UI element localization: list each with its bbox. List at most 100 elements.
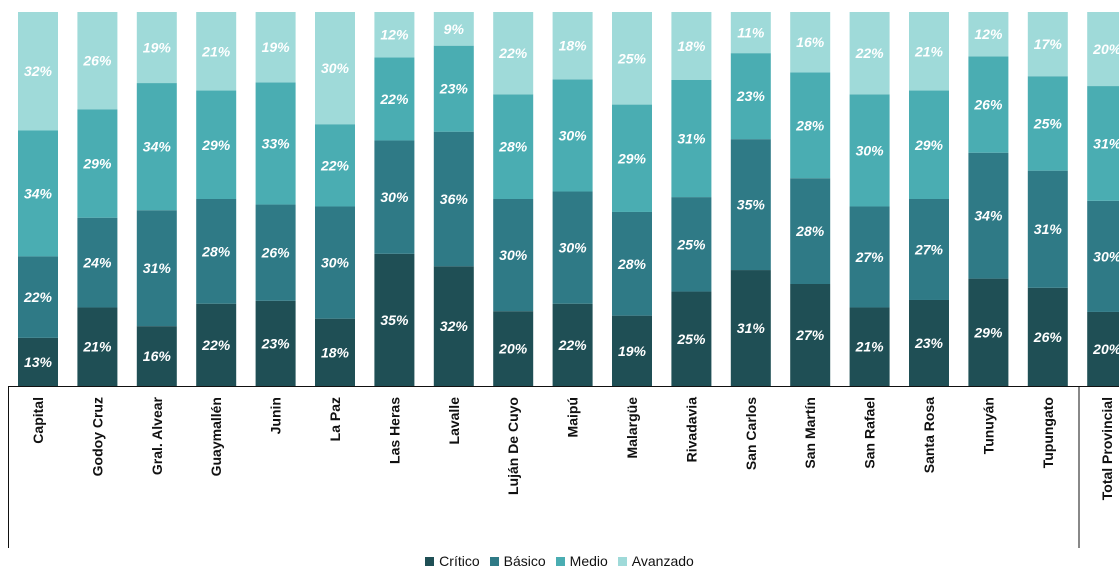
bar-guaymallen-medio <box>196 90 237 199</box>
bar-tupungato-medio <box>1027 76 1068 171</box>
value-label-maipu-medio: 30% <box>559 127 588 143</box>
value-label-san-rafael-critico: 21% <box>855 339 885 355</box>
bar-las-heras-medio <box>374 57 415 141</box>
bar-lujan-de-cuyo-avanzado <box>493 12 534 95</box>
bar-capital-avanzado <box>18 12 58 131</box>
value-label-rivadavia-basico: 25% <box>676 236 706 252</box>
value-label-lavalle-basico: 36% <box>440 191 469 207</box>
bar-la-paz-critico <box>315 318 355 386</box>
bar-rivadavia-avanzado <box>671 12 712 80</box>
category-label-tupungato: Tupungato <box>1040 397 1056 468</box>
bar-malargue-critico <box>612 315 652 386</box>
value-label-junin-critico: 23% <box>261 335 291 351</box>
bar-total-provincial-basico <box>1087 200 1119 312</box>
bar-capital-medio <box>18 130 58 257</box>
value-label-san-rafael-basico: 27% <box>855 249 885 265</box>
bar-lujan-de-cuyo-basico <box>493 199 534 312</box>
bar-godoy-cruz-critico <box>77 307 118 386</box>
value-label-malargue-critico: 19% <box>618 343 647 359</box>
bar-malargue-basico <box>612 211 652 316</box>
bar-san-rafael-avanzado <box>849 12 890 95</box>
category-label-maipu: Maipú <box>565 397 581 437</box>
bar-las-heras-basico <box>374 140 415 254</box>
value-label-total-provincial-medio: 31% <box>1093 135 1119 151</box>
legend-swatch-critico <box>425 556 435 566</box>
value-label-la-paz-medio: 22% <box>320 157 350 173</box>
value-label-tupungato-critico: 26% <box>1033 329 1063 345</box>
bar-total-provincial-avanzado <box>1087 12 1119 87</box>
value-label-la-paz-critico: 18% <box>321 344 350 360</box>
value-label-las-heras-avanzado: 12% <box>380 27 409 43</box>
legend: Crítico Básico Medio Avanzado <box>0 552 1119 570</box>
value-label-tunuyan-basico: 34% <box>974 208 1003 224</box>
value-label-malargue-medio: 29% <box>617 150 647 166</box>
value-label-san-carlos-basico: 35% <box>737 197 766 213</box>
bar-san-rafael-basico <box>849 206 890 308</box>
value-label-san-martin-basico: 28% <box>795 223 825 239</box>
value-label-lujan-de-cuyo-medio: 28% <box>498 139 528 155</box>
category-label-lujan-de-cuyo: Luján De Cuyo <box>505 397 521 495</box>
bar-junin-basico <box>255 204 296 301</box>
bar-san-carlos-basico <box>730 139 771 271</box>
bar-total-provincial-medio <box>1087 86 1119 201</box>
legend-label-avanzado: Avanzado <box>631 553 694 569</box>
value-label-junin-avanzado: 19% <box>262 39 291 55</box>
category-label-godoy-cruz: Godoy Cruz <box>89 397 105 476</box>
value-label-san-carlos-critico: 31% <box>737 320 766 336</box>
bar-san-carlos-medio <box>730 53 771 140</box>
legend-label-critico: Crítico <box>439 553 480 569</box>
category-label-san-rafael: San Rafael <box>862 397 878 469</box>
value-label-santa-rosa-avanzado: 21% <box>914 43 944 59</box>
value-label-maipu-basico: 30% <box>559 240 588 256</box>
bar-san-martin-medio <box>790 72 831 179</box>
value-label-san-rafael-medio: 30% <box>856 142 885 158</box>
value-label-capital-critico: 13% <box>24 354 53 370</box>
bar-santa-rosa-critico <box>909 299 949 386</box>
bar-lavalle-basico <box>433 131 474 267</box>
value-label-gral-alvear-avanzado: 19% <box>143 40 172 56</box>
bar-rivadavia-basico <box>671 197 712 292</box>
bar-junin-medio <box>255 82 296 205</box>
value-label-las-heras-basico: 30% <box>380 189 409 205</box>
value-label-san-carlos-avanzado: 11% <box>737 25 765 41</box>
category-label-junin: Junin <box>268 397 284 434</box>
bar-junin-avanzado <box>255 12 296 83</box>
bar-guaymallen-critico <box>196 303 237 386</box>
value-label-lavalle-avanzado: 9% <box>444 21 465 37</box>
bar-godoy-cruz-avanzado <box>77 12 118 110</box>
bar-tunuyan-critico <box>968 278 1009 386</box>
bar-tunuyan-basico <box>968 152 1009 279</box>
value-label-tupungato-medio: 25% <box>1033 115 1063 131</box>
bar-las-heras-avanzado <box>374 12 415 58</box>
value-label-san-rafael-avanzado: 22% <box>855 45 885 61</box>
category-label-san-martin: San Martín <box>802 397 818 469</box>
category-label-la-paz: La Paz <box>327 397 343 441</box>
bar-malargue-avanzado <box>612 12 652 105</box>
value-label-la-paz-avanzado: 30% <box>321 60 350 76</box>
bar-san-carlos-avanzado <box>730 12 771 54</box>
bar-santa-rosa-basico <box>909 199 949 300</box>
bar-tupungato-basico <box>1027 170 1068 288</box>
bar-lavalle-avanzado <box>433 12 474 46</box>
bar-maipu-medio <box>552 79 593 192</box>
bar-godoy-cruz-basico <box>77 217 118 308</box>
bar-junin-critico <box>255 300 296 386</box>
category-label-las-heras: Las Heras <box>386 397 402 464</box>
bar-santa-rosa-avanzado <box>909 12 949 91</box>
category-label-total-provincial: Total Provincial <box>1099 397 1115 500</box>
category-label-guaymallen: Guaymallén <box>208 397 224 476</box>
bar-rivadavia-critico <box>671 291 712 386</box>
bar-godoy-cruz-medio <box>77 109 118 218</box>
value-label-maipu-avanzado: 18% <box>559 38 588 54</box>
value-label-lavalle-medio: 23% <box>439 81 469 97</box>
category-label-rivadavia: Rivadavia <box>683 397 699 463</box>
bar-tunuyan-medio <box>968 56 1009 153</box>
bar-san-carlos-critico <box>730 270 771 386</box>
category-axis: Capital Godoy Cruz Gral. Alvear Guaymallén J… <box>8 386 1119 548</box>
value-label-godoy-cruz-medio: 29% <box>82 155 112 171</box>
value-label-san-martin-medio: 28% <box>795 117 825 133</box>
bar-gral-alvear-medio <box>136 83 177 211</box>
value-label-junin-basico: 26% <box>261 245 291 261</box>
stacked-bar-chart: 13% 22% 34% 32% 21% 24% 29% 26% 16% 31% 34% 19% 22% 2… <box>8 12 1119 548</box>
legend-swatch-avanzado <box>617 556 627 566</box>
